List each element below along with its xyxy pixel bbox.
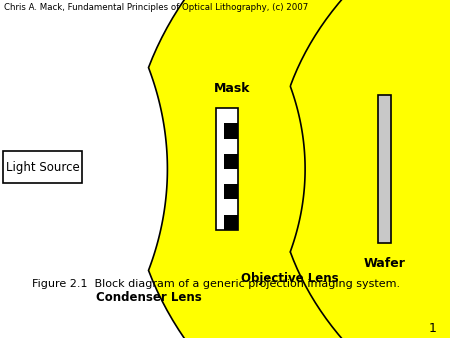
Text: Light Source: Light Source <box>6 161 80 174</box>
Polygon shape <box>148 0 450 338</box>
Bar <box>224 215 238 230</box>
Text: Chris A. Mack, Fundamental Principles of Optical Lithography, (c) 2007: Chris A. Mack, Fundamental Principles of… <box>4 3 309 13</box>
Text: Condenser Lens: Condenser Lens <box>95 291 202 304</box>
Text: Objective Lens: Objective Lens <box>242 272 339 285</box>
Text: 1: 1 <box>428 322 436 335</box>
Bar <box>378 95 391 243</box>
Bar <box>224 184 238 199</box>
Polygon shape <box>290 0 450 338</box>
Bar <box>4 151 82 183</box>
Text: Wafer: Wafer <box>364 257 406 270</box>
Bar <box>224 154 238 169</box>
Text: Figure 2.1  Block diagram of a generic projection imaging system.: Figure 2.1 Block diagram of a generic pr… <box>32 279 400 289</box>
Text: Mask: Mask <box>213 82 250 95</box>
Bar <box>216 108 238 230</box>
Bar <box>224 123 238 139</box>
